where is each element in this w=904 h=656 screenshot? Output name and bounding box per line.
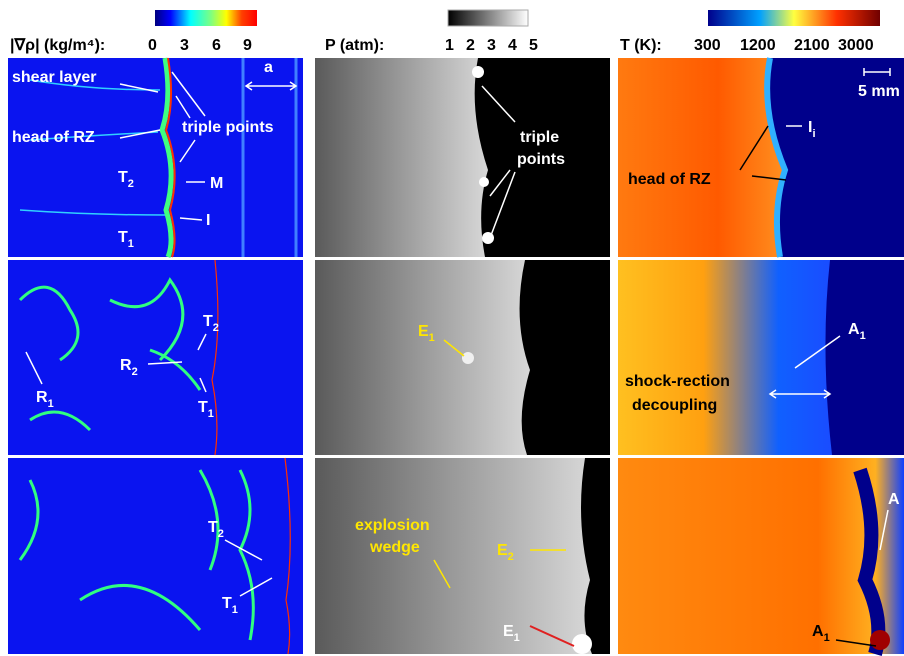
colorbar-tick: 300	[694, 37, 721, 54]
label: T	[118, 169, 128, 186]
colorbar-tick: 9	[243, 37, 252, 54]
subscript: 2	[132, 366, 138, 378]
colorbar-tick: 1	[445, 37, 454, 54]
colorbar	[448, 10, 528, 26]
annotation: 5 mm	[858, 83, 900, 100]
colorbar-tick: 2	[466, 37, 475, 54]
colorbar-tick: 5	[529, 37, 538, 54]
label: T	[203, 313, 213, 330]
colorbar	[155, 10, 257, 26]
subscript: 1	[128, 238, 134, 250]
colorbar-tick: 1200	[740, 37, 776, 54]
annotation: head of RZ	[628, 171, 711, 188]
page: {"colorbars":[ {"label":"|∇ρ| (kg/m⁴):",…	[0, 0, 904, 656]
label: R	[36, 389, 48, 406]
subscript: 1	[429, 332, 435, 344]
label: A	[848, 321, 860, 338]
pressure-panels	[315, 58, 610, 654]
annotation: I	[206, 212, 210, 229]
annotation: head of RZ	[12, 129, 95, 146]
label: E	[503, 623, 514, 640]
annotation: shear layer	[12, 69, 97, 86]
subscript: 1	[824, 632, 830, 644]
subscript: 1	[514, 632, 520, 644]
colorbar-tick: 6	[212, 37, 221, 54]
annotation: wedge	[369, 539, 420, 556]
annotation: shock-rection	[625, 373, 730, 390]
colorbar-tick: 2100	[794, 37, 830, 54]
annotation: triple	[520, 129, 559, 146]
colorbar-label: |∇ρ| (kg/m⁴):	[10, 37, 105, 54]
subscript: 2	[218, 528, 224, 540]
subscript: 1	[208, 408, 214, 420]
colorbar	[708, 10, 880, 26]
subscript: 2	[213, 322, 219, 334]
annotation: A	[888, 491, 900, 508]
subscript: i	[812, 128, 815, 140]
label: T	[118, 229, 128, 246]
colorbar-label: P (atm):	[325, 37, 384, 54]
colorbar-tick: 3	[180, 37, 189, 54]
label: A	[812, 623, 824, 640]
density-panels	[8, 58, 303, 654]
annotation: M	[210, 175, 223, 192]
label: R	[120, 357, 132, 374]
label: E	[418, 323, 429, 340]
label: T	[222, 595, 232, 612]
colorbar-tick: 3000	[838, 37, 874, 54]
colorbar-tick: 0	[148, 37, 157, 54]
subscript: 2	[508, 551, 514, 563]
subscript: 1	[232, 604, 238, 616]
subscript: 1	[48, 398, 54, 410]
colorbar-tick: 3	[487, 37, 496, 54]
annotation: a	[264, 59, 273, 76]
annotation: decoupling	[632, 397, 717, 414]
colorbar-label: T (K):	[620, 37, 662, 54]
annotation: explosion	[355, 517, 430, 534]
label: T	[208, 519, 218, 536]
label: E	[497, 542, 508, 559]
subscript: 1	[860, 330, 866, 342]
figure: |∇ρ| (kg/m⁴): 0 3 6 9 P (atm): 1 2 3 4 5…	[0, 0, 904, 656]
subscript: 2	[128, 178, 134, 190]
annotation: points	[517, 151, 565, 168]
label: T	[198, 399, 208, 416]
temperature-panels	[618, 58, 904, 654]
colorbar-tick: 4	[508, 37, 517, 54]
annotation: triple points	[182, 119, 274, 136]
